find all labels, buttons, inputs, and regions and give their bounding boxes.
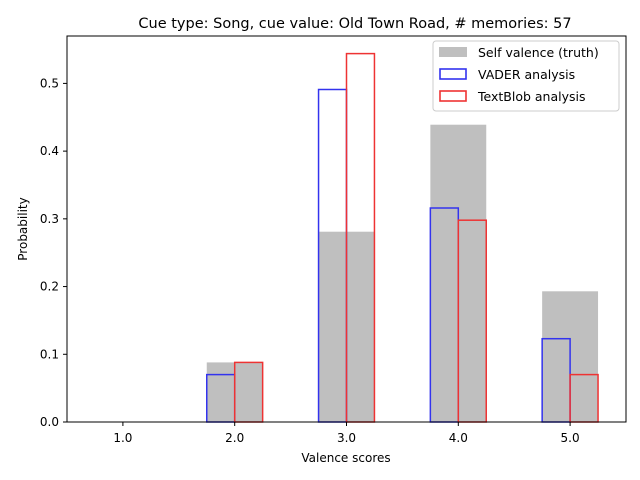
- y-tick-label: 0.0: [40, 415, 59, 429]
- legend-swatch-truth: [439, 47, 467, 57]
- x-tick-label: 1.0: [113, 431, 132, 445]
- y-axis: 0.0 0.1 0.2 0.3 0.4 0.5: [40, 76, 67, 429]
- chart-title: Cue type: Song, cue value: Old Town Road…: [138, 16, 571, 32]
- y-tick-label: 0.1: [40, 347, 59, 361]
- legend-label-textblob: TextBlob analysis: [477, 89, 586, 104]
- x-tick-label: 5.0: [561, 431, 580, 445]
- x-tick-label: 3.0: [337, 431, 356, 445]
- legend: Self valence (truth) VADER analysis Text…: [432, 40, 620, 112]
- bars-layer: [206, 52, 599, 423]
- x-axis: 1.0 2.0 3.0 4.0 5.0: [113, 422, 580, 445]
- x-axis-label: Valence scores: [301, 451, 390, 465]
- x-tick-label: 4.0: [449, 431, 468, 445]
- y-tick-label: 0.4: [40, 144, 59, 158]
- legend-swatch-textblob: [439, 90, 467, 102]
- y-tick-label: 0.3: [40, 212, 59, 226]
- y-axis-label: Probability: [16, 197, 30, 260]
- legend-box: [432, 40, 620, 112]
- legend-label-vader: VADER analysis: [478, 67, 575, 82]
- y-tick-label: 0.2: [40, 280, 59, 294]
- y-tick-label: 0.5: [40, 76, 59, 90]
- legend-label-truth: Self valence (truth): [478, 45, 599, 60]
- legend-swatch-vader: [439, 68, 467, 80]
- x-tick-label: 2.0: [225, 431, 244, 445]
